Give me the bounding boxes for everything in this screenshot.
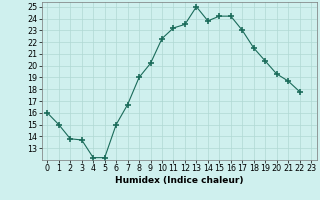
X-axis label: Humidex (Indice chaleur): Humidex (Indice chaleur) [115,176,244,185]
